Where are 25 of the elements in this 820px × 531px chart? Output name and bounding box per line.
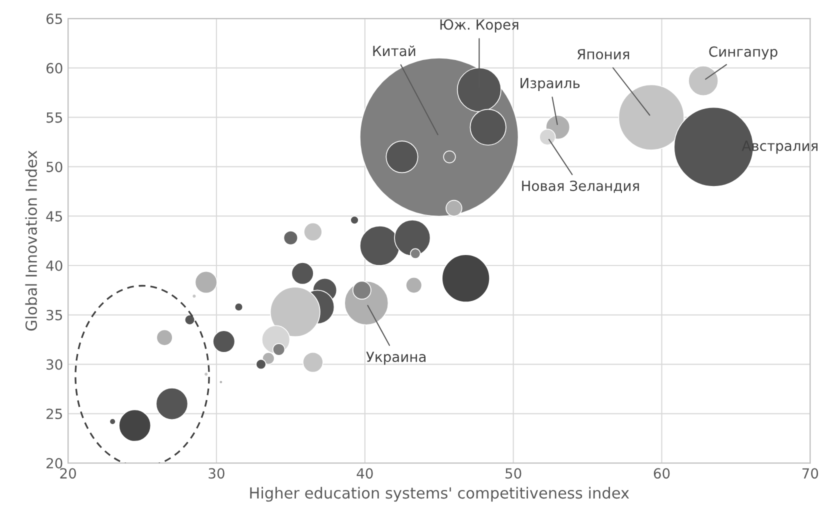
x-axis-title: Higher education systems' competitiveness index [250,486,630,502]
y-tick-label: 30 [46,359,62,370]
y-tick-label: 35 [46,310,62,320]
x-tick-label: 70 [802,468,818,479]
y-tick-label: 20 [46,458,62,469]
annotation: Сингапур [709,46,778,60]
annotation: Израиль [520,78,580,91]
y-tick-label: 45 [46,211,62,222]
x-tick-label: 30 [208,468,224,479]
y-tick-label: 25 [46,408,62,420]
y-tick-label: 55 [46,112,62,123]
annotation: Китай [373,46,416,56]
y-axis-title: Global Innovation Index [25,150,38,331]
x-tick-label: 20 [60,468,76,479]
x-tick-label: 50 [506,468,522,479]
annotation: Япония [577,49,630,60]
annotation: Украина [366,352,426,365]
y-tick-label: 60 [46,62,62,74]
x-tick-label: 40 [356,468,373,479]
y-tick-label: 65 [46,14,62,24]
y-tick-label: 40 [46,260,62,271]
x-tick-label: 60 [654,468,670,479]
annotation: Юж. Корея [440,19,518,32]
y-tick-label: 50 [46,162,62,172]
annotation: Новая Зеландия [522,180,639,193]
